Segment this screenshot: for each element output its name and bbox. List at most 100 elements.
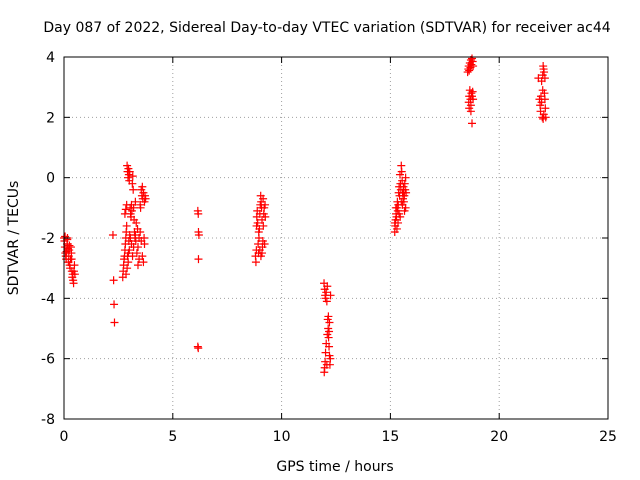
data-point (125, 167, 134, 176)
data-point (325, 327, 334, 336)
data-point (469, 62, 478, 71)
data-point (538, 86, 547, 95)
data-point (63, 235, 72, 244)
data-point (540, 95, 549, 104)
data-point (70, 270, 79, 279)
data-point (122, 221, 131, 230)
data-point (133, 224, 142, 233)
data-point (537, 77, 546, 86)
data-point (110, 318, 119, 327)
data-point (67, 255, 76, 264)
data-point (252, 221, 261, 230)
data-point (322, 339, 331, 348)
data-point (128, 172, 137, 181)
data-point (124, 249, 133, 258)
data-point (140, 240, 149, 249)
data-point (256, 252, 265, 261)
x-tick-label: 25 (599, 429, 617, 445)
data-point (109, 276, 118, 285)
data-point (123, 264, 132, 273)
data-point (392, 224, 401, 233)
y-axis-label: SDTVAR / TECUs (6, 181, 22, 296)
data-point (321, 348, 330, 357)
data-point (133, 243, 142, 252)
data-point (255, 246, 264, 255)
data-point (323, 282, 332, 291)
x-tick-label: 20 (490, 429, 508, 445)
y-tick-label: -6 (41, 352, 55, 368)
data-point (400, 206, 409, 215)
data-point (69, 279, 78, 288)
data-point (108, 230, 117, 239)
data-point (468, 87, 477, 96)
data-point (136, 203, 145, 212)
data-point (322, 360, 331, 369)
data-point (539, 110, 548, 119)
data-point (397, 197, 406, 206)
y-tick-label: 0 (46, 171, 55, 187)
y-tick-label: 2 (46, 110, 55, 126)
data-point (468, 119, 476, 128)
data-point (110, 300, 119, 309)
data-point (540, 68, 549, 77)
data-point (324, 312, 333, 321)
data-point (129, 185, 138, 194)
data-point (124, 237, 133, 246)
data-point (128, 179, 137, 188)
data-point (133, 261, 142, 270)
data-point (138, 182, 147, 191)
data-point (325, 318, 334, 327)
data-point (139, 258, 148, 267)
chart-title: Day 087 of 2022, Sidereal Day-to-day VTE… (43, 20, 610, 36)
data-point (194, 344, 203, 353)
data-point (326, 354, 335, 363)
data-point (132, 249, 141, 258)
data-point (390, 218, 399, 227)
x-tick-label: 0 (60, 429, 69, 445)
y-tick-label: -8 (41, 412, 55, 428)
data-point (131, 197, 140, 206)
data-point (65, 241, 74, 250)
data-point (401, 173, 410, 182)
data-point (260, 240, 269, 249)
data-point (125, 230, 134, 239)
x-tick-label: 5 (168, 429, 177, 445)
data-point (539, 114, 548, 123)
data-point (129, 203, 138, 212)
data-point (541, 104, 550, 113)
x-axis-label: GPS time / hours (276, 459, 393, 475)
data-point (194, 230, 203, 239)
data-point (397, 167, 406, 176)
data-point (320, 368, 329, 377)
y-tick-label: -2 (41, 231, 55, 247)
data-point (122, 270, 131, 279)
data-point (469, 95, 478, 104)
data-point (399, 188, 408, 197)
data-point (259, 221, 268, 230)
data-points (60, 54, 550, 377)
data-point (135, 255, 144, 264)
data-point (141, 194, 150, 203)
x-tick-label: 15 (381, 429, 399, 445)
axes-ticks: 0 5 10 15 20 25 -8 -6 -4 -2 0 2 4 (41, 50, 617, 445)
data-point (194, 209, 203, 218)
gridlines (64, 57, 608, 419)
data-point (322, 297, 331, 306)
data-point (466, 107, 475, 116)
data-point (259, 194, 268, 203)
data-point (70, 261, 79, 270)
data-point (261, 200, 270, 209)
data-point (395, 209, 404, 218)
data-point (261, 212, 270, 221)
y-tick-label: -4 (41, 291, 55, 307)
data-point (121, 205, 130, 214)
data-point (254, 227, 263, 236)
data-point (391, 203, 400, 212)
data-point (251, 258, 260, 267)
data-point (132, 218, 141, 227)
x-tick-label: 10 (273, 429, 291, 445)
data-point (194, 255, 203, 264)
y-tick-label: 4 (46, 50, 55, 66)
data-point (124, 258, 133, 267)
